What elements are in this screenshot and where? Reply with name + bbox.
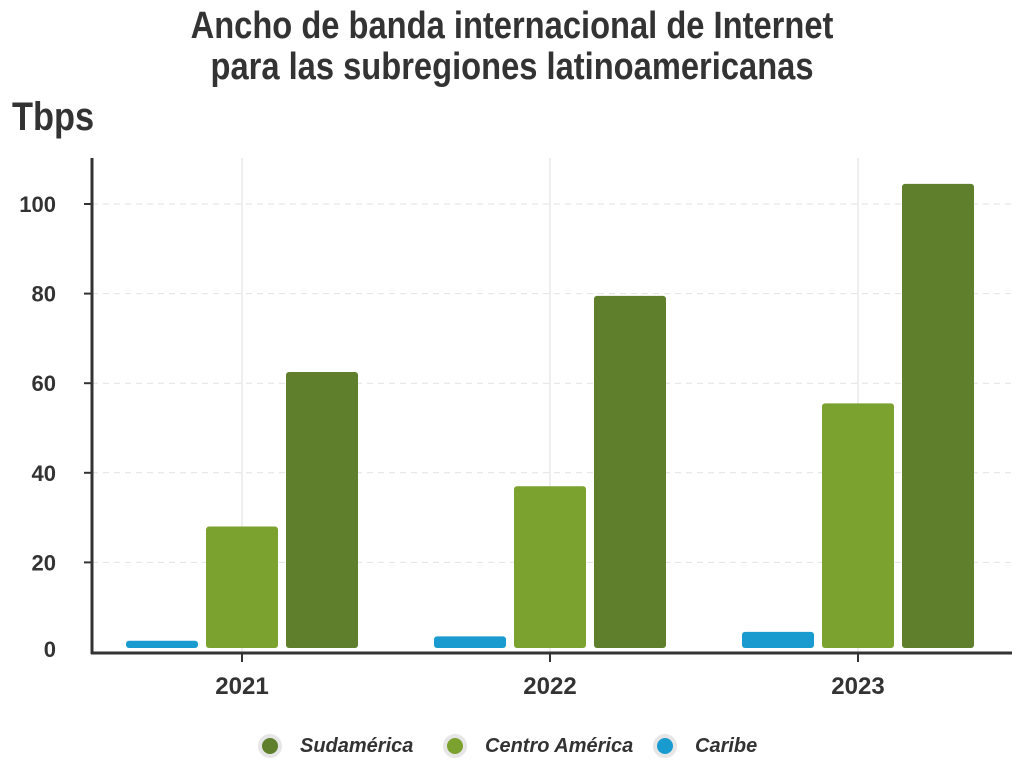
x-tick-label: 2021 [215,673,268,700]
x-tick-label: 2023 [831,673,884,700]
bar-caribe-2023 [742,631,814,649]
legend-swatch [262,738,278,754]
legend-label: Caribe [695,734,758,757]
y-tick-label: 100 [19,192,56,217]
bar-sudamérica-2021 [286,372,358,649]
legend-item: Centro América [447,728,633,764]
bar-sudamérica-2022 [594,295,666,649]
y-tick-label: 0 [44,637,56,662]
bar-caribe-2021 [126,640,198,649]
chart-title-line-1: Ancho de banda internacional de Internet [190,5,834,47]
chart-title: Ancho de banda internacional de Internet… [72,6,953,88]
legend-swatch [447,738,463,754]
legend: Sudamérica Centro América Caribe [0,728,1024,768]
y-axis-unit-label: Tbps [12,95,95,139]
y-tick-label: 80 [32,282,56,307]
legend-item: Caribe [657,728,757,764]
legend-label: Sudamérica [300,734,414,757]
bar-sudamérica-2023 [902,183,974,649]
chart-title-line-2: para las subregiones latinoamericanas [210,46,814,88]
y-tick-label: 20 [32,550,56,575]
legend-swatch [657,738,673,754]
y-tick-label: 40 [32,461,56,486]
bar-centro-américa-2022 [514,486,586,649]
bar-caribe-2022 [434,636,506,649]
legend-label: Centro América [485,734,634,757]
legend-item: Sudamérica [262,728,413,764]
bar-centro-américa-2023 [822,403,894,649]
y-tick-label: 60 [32,371,56,396]
bar-centro-américa-2021 [206,526,278,649]
x-tick-label: 2022 [523,673,576,700]
